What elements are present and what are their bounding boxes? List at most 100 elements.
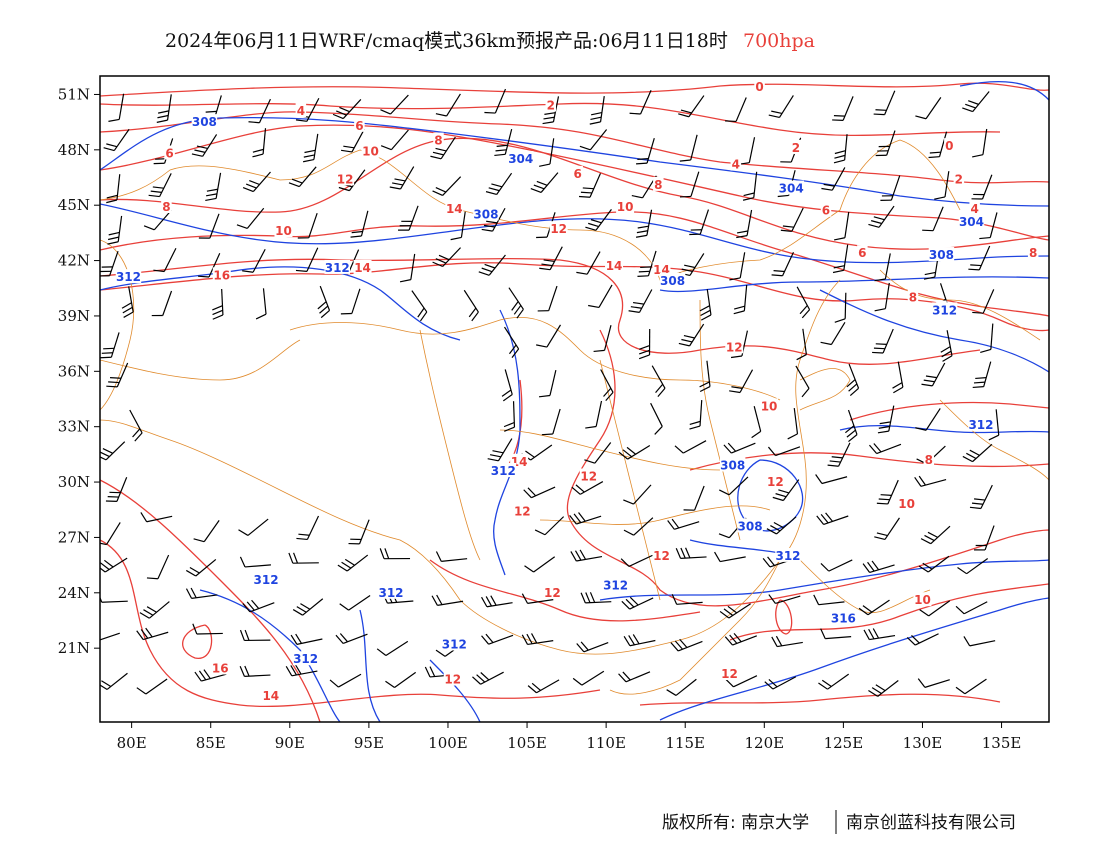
temperature-label: 10 — [898, 497, 915, 511]
wind-barb — [650, 402, 663, 435]
x-tick-label: 120E — [745, 734, 785, 752]
temperature-label: 8 — [925, 453, 933, 467]
geopotential-isoline — [659, 597, 1049, 721]
height-label-bg — [191, 114, 218, 129]
temperature-label: 2 — [955, 172, 963, 186]
wind-barb — [845, 409, 858, 443]
wind-barb — [820, 559, 853, 572]
height-label: 312 — [491, 464, 516, 478]
y-tick-label: 36N — [58, 362, 90, 380]
height-label-bg — [490, 462, 517, 477]
wind-barb — [820, 322, 846, 346]
temperature-label-bg — [164, 145, 175, 160]
wind-barb — [957, 558, 989, 575]
wind-barb — [376, 640, 409, 656]
wind-barb — [670, 638, 703, 652]
wind-barb — [487, 438, 513, 462]
wind-barb — [579, 129, 608, 151]
temperature-label-bg — [820, 202, 832, 217]
wind-barb — [651, 365, 666, 398]
wind-barb — [862, 560, 895, 574]
wind-barb — [683, 485, 705, 511]
wind-barb — [768, 594, 801, 604]
wind-barb — [503, 326, 520, 359]
temperature-isotherm — [100, 111, 1049, 184]
wind-barb — [572, 670, 605, 686]
temperature-label: 14 — [262, 689, 279, 703]
temperature-label-bg — [274, 223, 293, 238]
wind-barb — [103, 128, 130, 152]
geopotential-isoline — [429, 659, 481, 722]
wind-barb — [666, 678, 697, 696]
temperature-label: 8 — [434, 134, 442, 148]
temperature-label: 6 — [858, 246, 866, 260]
wind-barb — [380, 94, 409, 115]
coastline — [609, 559, 781, 695]
height-label-bg — [719, 457, 746, 472]
wind-barb — [576, 251, 601, 275]
geopotential-isoline — [819, 289, 1049, 373]
coastline — [100, 339, 301, 381]
y-tick-label: 30N — [58, 473, 90, 491]
wind-barb — [341, 128, 365, 153]
temperature-label-bg — [353, 259, 372, 274]
wind-barb — [816, 512, 849, 526]
temperature-label: 14 — [606, 259, 623, 273]
wind-barb — [915, 97, 942, 120]
x-tick-label: 105E — [507, 734, 547, 752]
height-label-bg — [830, 610, 857, 625]
wind-barb — [618, 671, 651, 683]
wind-barb — [292, 598, 324, 616]
temperature-isotherm — [100, 102, 1001, 137]
wind-barb — [869, 443, 902, 455]
wind-barb — [576, 641, 609, 653]
geopotential-isoline — [100, 203, 1049, 264]
wind-barb — [524, 556, 556, 573]
temperature-isotherm — [182, 624, 213, 659]
geopotential-isoline — [199, 589, 341, 722]
height-label: 312 — [603, 578, 628, 592]
height-label: 316 — [831, 612, 856, 626]
temperature-label-bg — [572, 165, 583, 180]
y-tick-label: 27N — [58, 528, 90, 546]
wind-barb — [718, 476, 749, 496]
temperature-label-bg — [754, 79, 765, 94]
temperature-label-bg — [790, 139, 802, 154]
height-label-bg — [931, 302, 958, 317]
temperature-label: 12 — [514, 505, 531, 519]
temperature-label: 12 — [653, 549, 670, 563]
wind-barb — [892, 361, 904, 394]
temperature-label: 6 — [165, 147, 173, 161]
temperature-label: 6 — [355, 119, 363, 133]
wind-barb — [971, 174, 993, 200]
wind-barb — [906, 633, 939, 646]
wind-barb — [621, 596, 654, 610]
temperature-label-bg — [923, 451, 935, 466]
wind-barb — [593, 325, 612, 353]
wind-barb — [588, 284, 613, 309]
temperature-label-bg — [730, 156, 742, 171]
wind-barb — [238, 518, 269, 536]
wind-barb — [252, 128, 267, 158]
wind-barb — [100, 522, 121, 546]
map-title-main: 2024年06月11日WRF/cmaq模式36km预报产品:06月11日18时 — [165, 30, 728, 52]
height-label-bg — [968, 416, 994, 431]
height-label: 312 — [932, 303, 957, 317]
wind-barb — [771, 635, 803, 648]
wind-barb — [242, 599, 275, 613]
wind-barb — [736, 209, 753, 239]
temperature-label-bg — [545, 97, 557, 112]
wind-barb — [242, 248, 266, 273]
wind-barb — [972, 128, 988, 158]
wind-barb — [239, 629, 271, 642]
wind-barb — [194, 669, 227, 682]
wind-barb — [780, 207, 804, 232]
y-tick-label: 21N — [58, 639, 90, 657]
x-tick-label: 80E — [117, 734, 147, 752]
wind-barb — [589, 96, 605, 125]
wind-barb — [527, 679, 560, 694]
y-axis: 51N 48N 45N 42N 39N 36N 33N 30N 27N 24N 21N — [58, 85, 100, 657]
wind-barb — [295, 247, 319, 272]
wind-barb — [236, 207, 265, 229]
temperature-label: 4 — [297, 104, 305, 118]
